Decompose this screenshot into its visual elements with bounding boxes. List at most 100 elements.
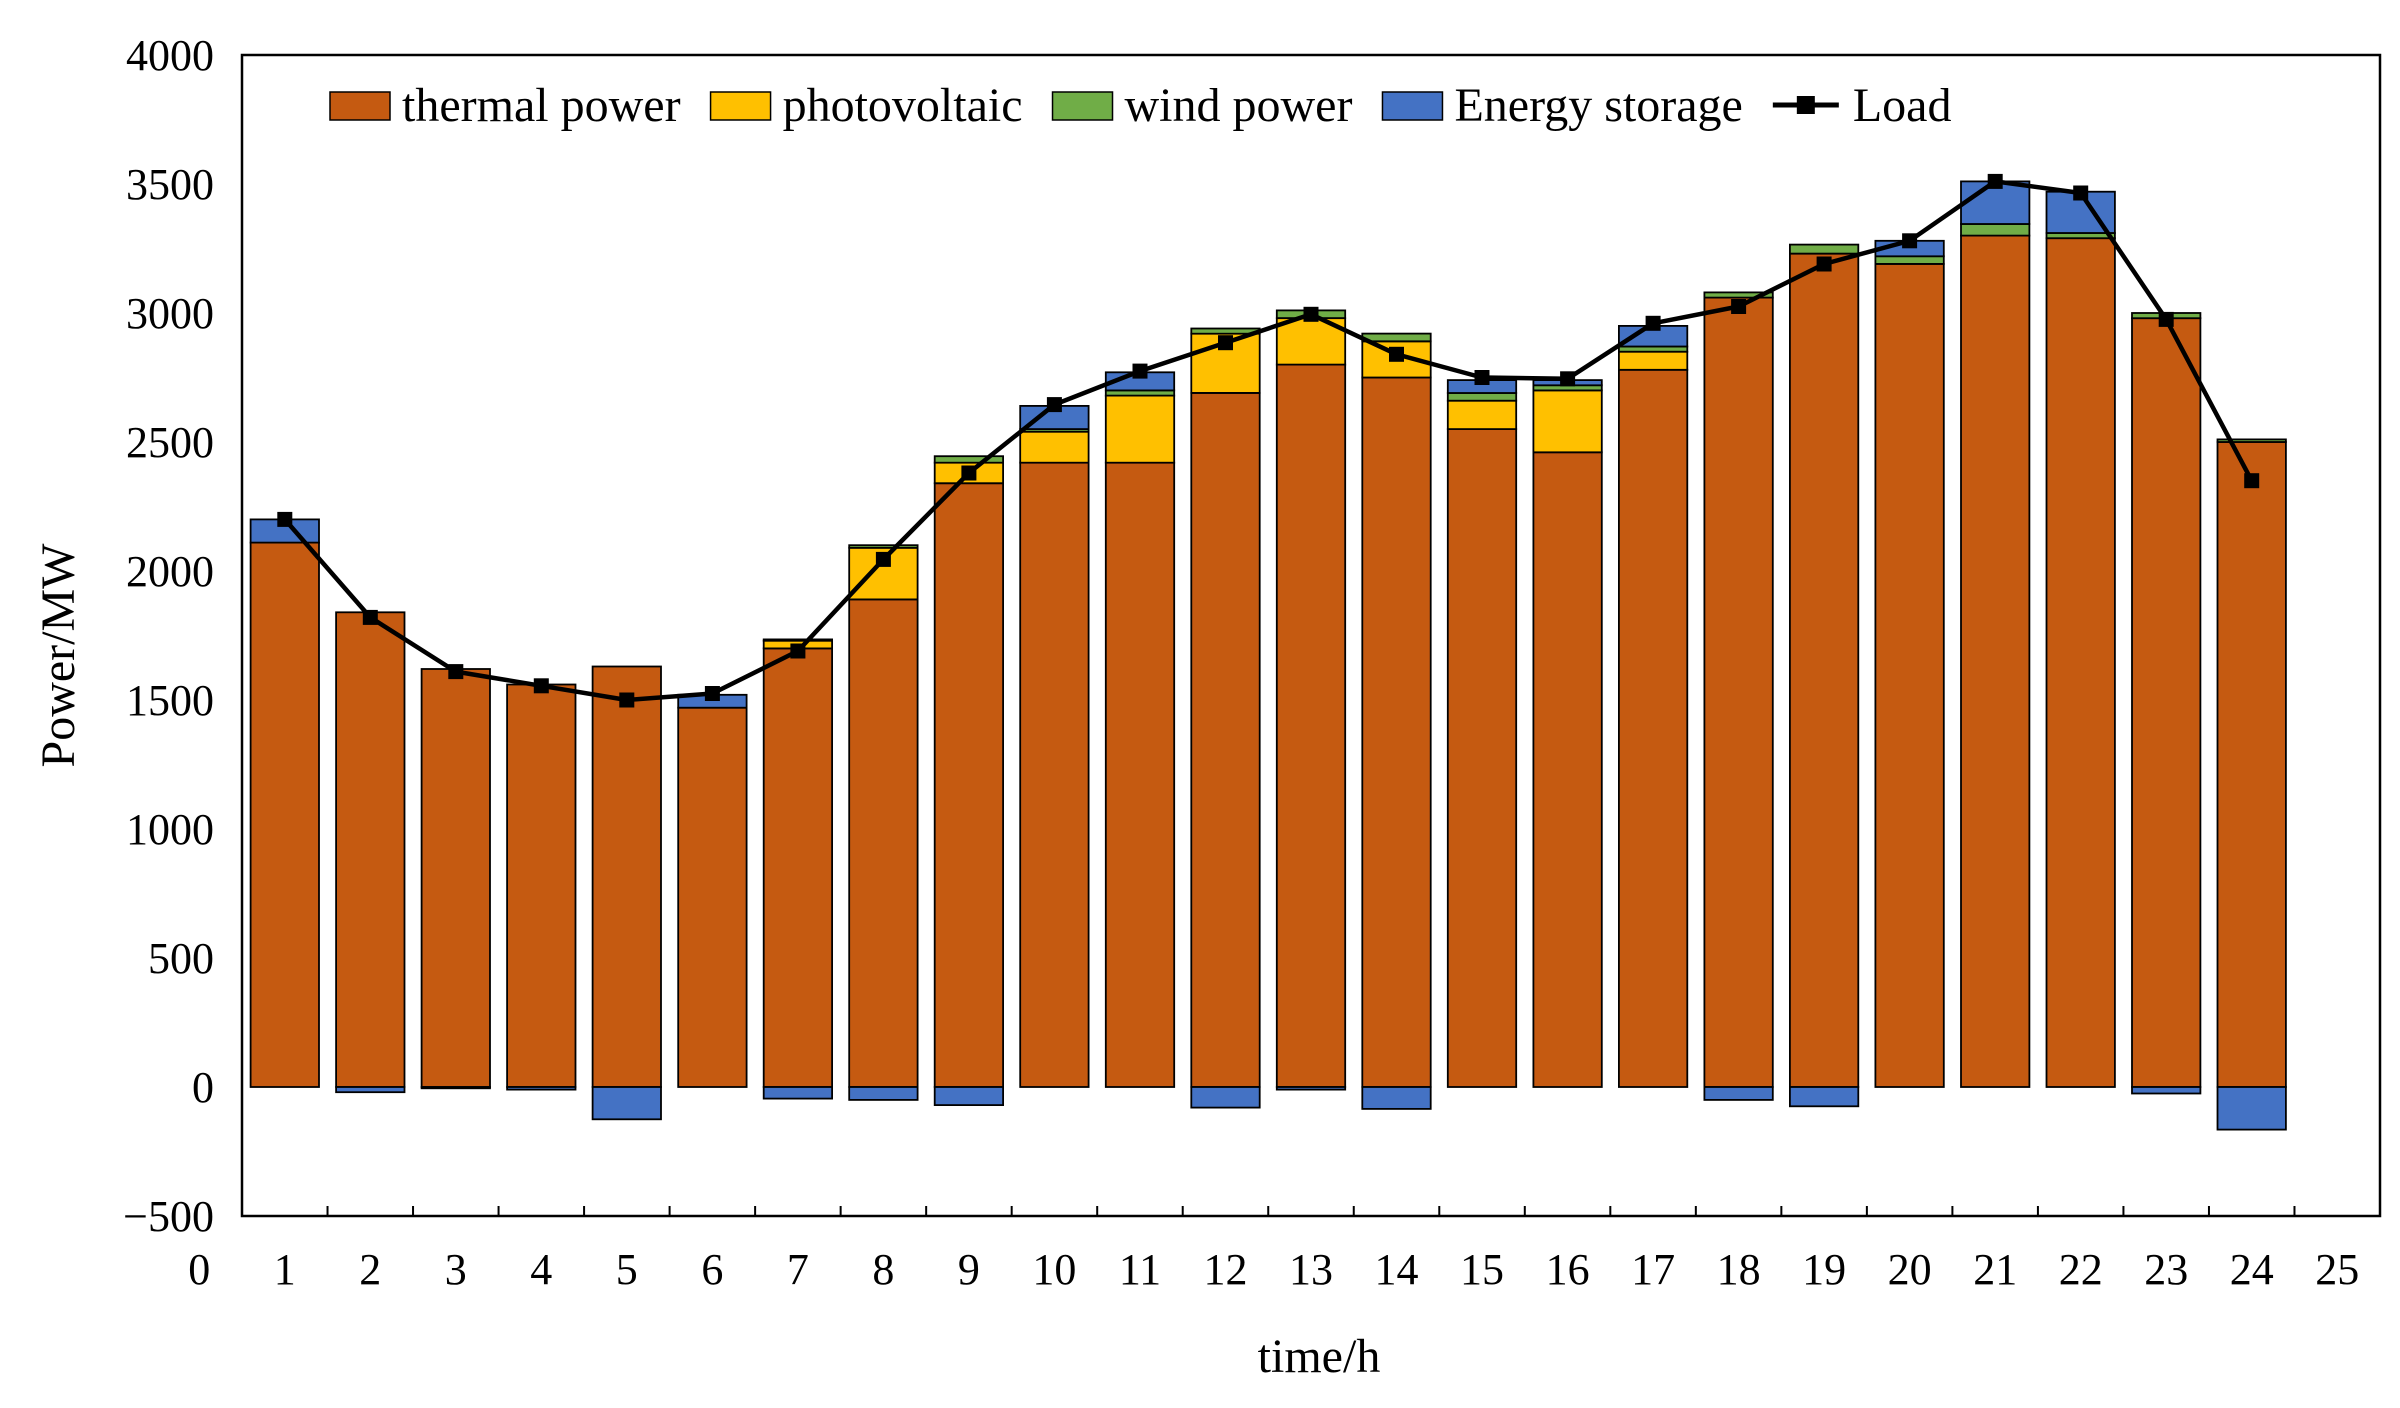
bar-wind-power-18	[1703, 291, 1774, 299]
load-point-24	[2244, 473, 2260, 489]
bar-wind-power-7	[762, 638, 834, 642]
y-tick-label-9: 4000	[126, 31, 214, 80]
y-tick-label-1: 0	[192, 1063, 214, 1112]
load-point-23	[2158, 311, 2174, 327]
bar-thermal-power-2	[335, 611, 406, 1088]
y-axis: −500 0 500 1000 1500 2000 2500 3000 3500 4000	[123, 31, 214, 1241]
legend-swatch-thermal-power	[329, 91, 391, 121]
bar-energy-storage-19	[1789, 1086, 1860, 1108]
y-tick-label-6: 2500	[126, 418, 214, 467]
bar-wind-power-20	[1874, 255, 1945, 265]
bar-photovoltaic-15	[1446, 399, 1518, 431]
bar-thermal-power-7	[762, 647, 834, 1088]
x-tick-label-12: 12	[1204, 1245, 1248, 1294]
load-point-3	[448, 664, 464, 680]
bar-wind-power-21	[1960, 223, 2031, 237]
x-tick-label-9: 9	[958, 1245, 980, 1294]
load-point-17	[1645, 315, 1661, 331]
x-tick-label-20: 20	[1888, 1245, 1932, 1294]
load-point-4	[533, 678, 549, 694]
x-tick-label-16: 16	[1546, 1245, 1590, 1294]
bar-thermal-power-16	[1532, 451, 1603, 1088]
bar-thermal-power-23	[2131, 317, 2202, 1088]
load-point-18	[1731, 299, 1747, 314]
legend-label-energy-storage: Energy storage	[1454, 79, 1742, 132]
y-tick-label-2: 500	[148, 934, 214, 983]
legend-label-load: Load	[1853, 79, 1952, 132]
load-line-layer	[277, 173, 2260, 708]
x-tick-label-11: 11	[1119, 1245, 1161, 1294]
bar-thermal-power-6	[677, 706, 748, 1088]
load-point-21	[1987, 173, 2003, 189]
bar-energy-storage-23	[2131, 1086, 2202, 1095]
x-tick-label-22: 22	[2059, 1245, 2103, 1294]
bar-thermal-power-21	[1960, 234, 2031, 1088]
load-point-7	[790, 643, 806, 659]
bar-thermal-power-14	[1361, 376, 1432, 1088]
load-point-12	[1218, 335, 1233, 351]
y-tick-label-0: −500	[123, 1192, 214, 1241]
bar-energy-storage-12	[1190, 1086, 1261, 1109]
load-point-22	[2073, 185, 2089, 201]
legend-swatch-energy-storage	[1381, 91, 1444, 121]
y-tick-label-5: 2000	[126, 547, 214, 596]
load-point-11	[1132, 363, 1148, 379]
bar-thermal-power-10	[1019, 461, 1090, 1088]
bar-wind-power-19	[1789, 243, 1860, 255]
x-tick-label-5: 5	[616, 1245, 638, 1294]
x-tick-label-10: 10	[1032, 1245, 1076, 1294]
bar-energy-storage-8	[848, 1086, 919, 1101]
legend-label-thermal-power: thermal power	[402, 79, 681, 132]
bar-photovoltaic-17	[1618, 350, 1689, 371]
load-point-10	[1046, 397, 1062, 413]
bar-wind-power-24	[2216, 438, 2287, 443]
y-tick-label-8: 3500	[126, 160, 214, 209]
load-point-9	[961, 465, 977, 481]
y-axis-title: Power/MW	[32, 543, 85, 768]
load-point-15	[1474, 370, 1490, 385]
x-tick-label-0: 0	[188, 1245, 210, 1294]
load-point-1	[277, 511, 293, 527]
bar-photovoltaic-10	[1019, 430, 1090, 464]
legend: thermal power photovoltaic wind power Energ…	[329, 79, 1952, 132]
bar-energy-storage-9	[933, 1086, 1005, 1107]
load-point-13	[1303, 306, 1319, 322]
load-point-16	[1560, 371, 1576, 387]
x-axis-title: time/h	[1258, 1330, 1381, 1383]
x-tick-label-23: 23	[2144, 1245, 2188, 1294]
legend-label-wind-power: wind power	[1125, 79, 1353, 132]
bar-thermal-power-5	[591, 665, 662, 1088]
plot-frame	[240, 53, 2382, 1218]
x-tick-label-3: 3	[445, 1245, 467, 1294]
bar-wind-power-14	[1361, 332, 1432, 343]
y-tick-label-3: 1000	[126, 805, 214, 854]
x-tick-label-7: 7	[787, 1245, 809, 1294]
bar-energy-storage-24	[2216, 1086, 2287, 1131]
bar-energy-storage-18	[1703, 1086, 1774, 1101]
legend-marker-load	[1796, 96, 1815, 114]
bar-energy-storage-2	[335, 1086, 406, 1094]
bar-thermal-power-24	[2216, 441, 2287, 1088]
bar-thermal-power-3	[420, 668, 491, 1088]
y-tick-label-4: 1500	[126, 676, 214, 725]
legend-label-photovoltaic: photovoltaic	[783, 79, 1023, 132]
bar-thermal-power-12	[1190, 392, 1261, 1088]
x-tick-label-15: 15	[1460, 1245, 1504, 1294]
bars-layer	[249, 180, 2287, 1131]
bar-energy-storage-3	[420, 1086, 491, 1090]
x-tick-label-1: 1	[274, 1245, 296, 1294]
bar-thermal-power-8	[848, 598, 919, 1088]
bar-thermal-power-9	[933, 482, 1005, 1088]
x-tick-label-8: 8	[872, 1245, 894, 1294]
load-point-6	[704, 686, 720, 701]
bar-energy-storage-7	[762, 1086, 834, 1100]
y-tick-label-7: 3000	[126, 289, 214, 338]
x-tick-label-17: 17	[1631, 1245, 1675, 1294]
bar-thermal-power-20	[1874, 263, 1945, 1088]
bar-thermal-power-19	[1789, 252, 1860, 1088]
x-tick-label-6: 6	[701, 1245, 723, 1294]
bar-thermal-power-18	[1703, 296, 1774, 1088]
bar-photovoltaic-16	[1532, 389, 1603, 454]
x-tick-label-4: 4	[530, 1245, 552, 1294]
